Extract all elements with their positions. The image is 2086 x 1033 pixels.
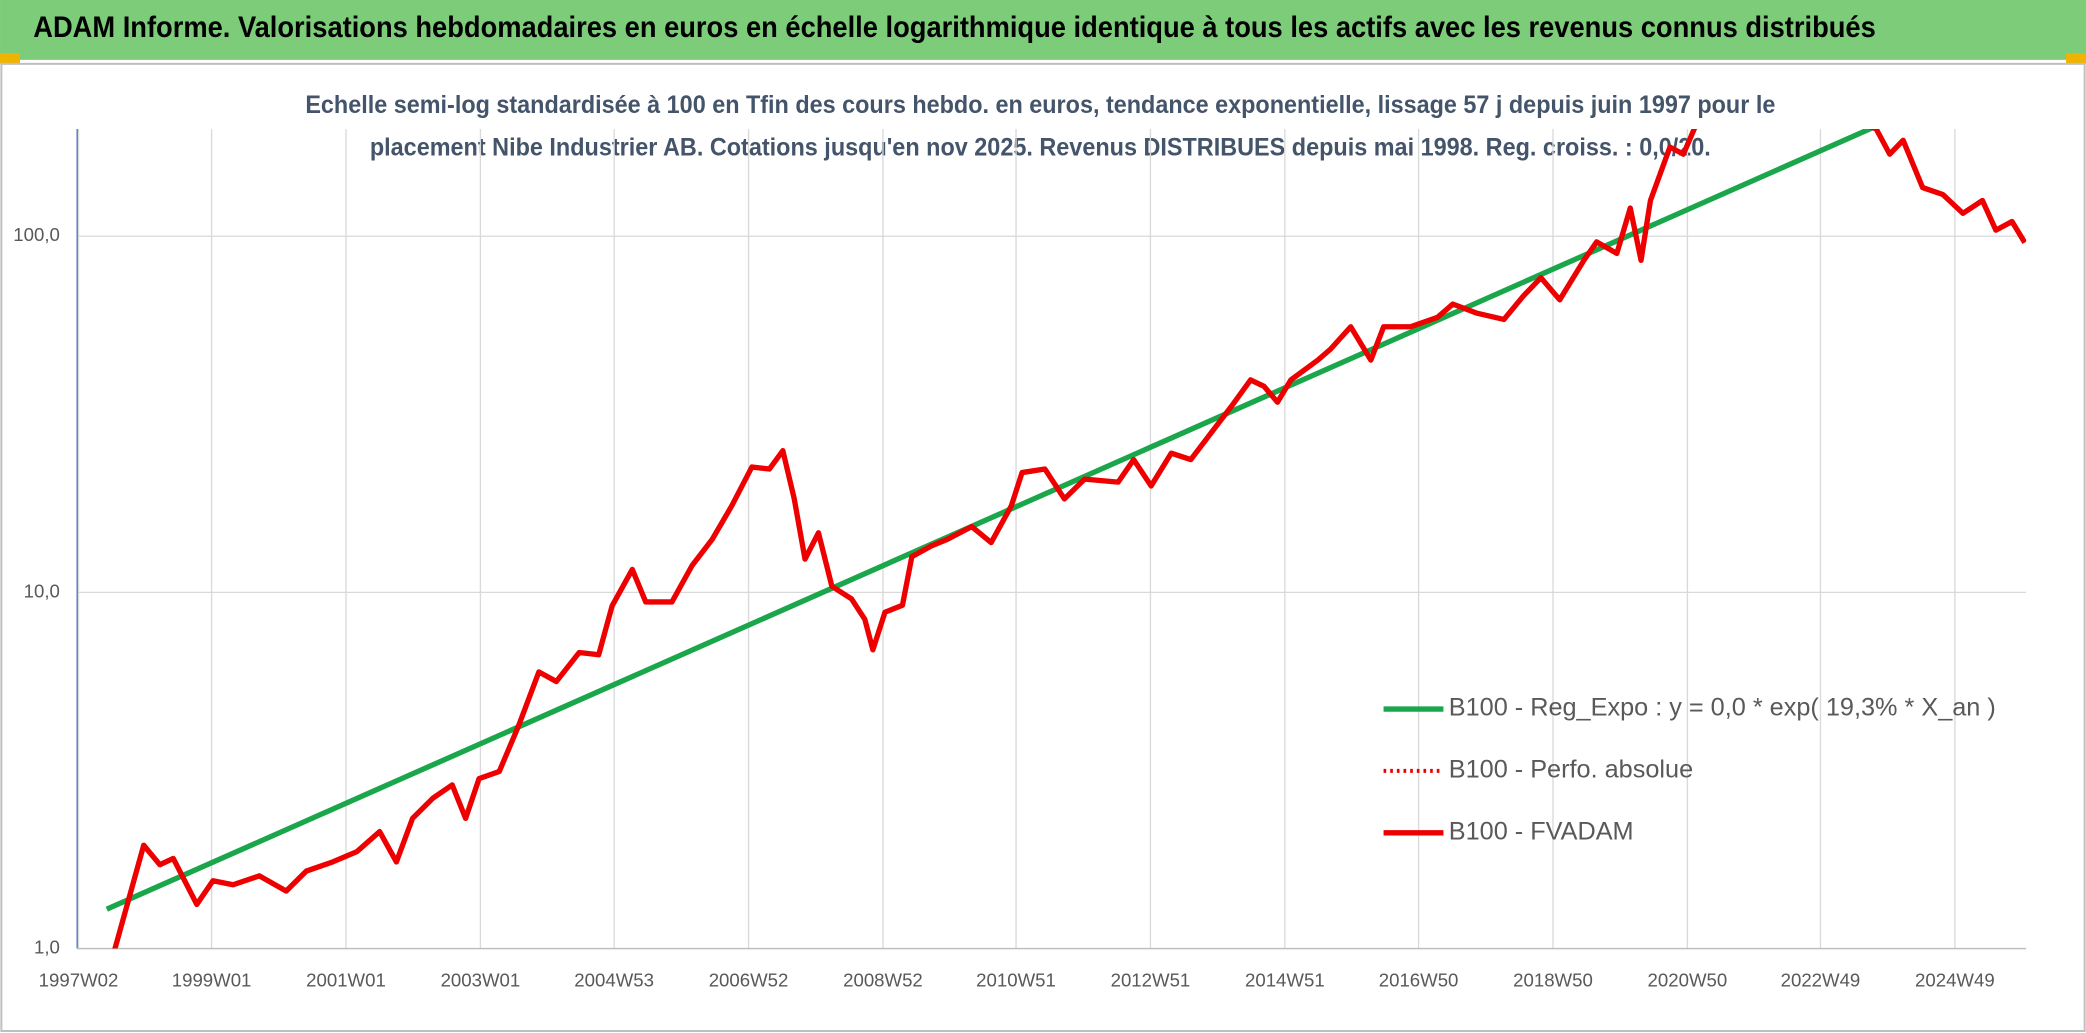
x-tick-label: 2014W51	[1245, 970, 1325, 991]
corner-marker	[0, 53, 20, 64]
x-tick-label: 1997W02	[39, 970, 119, 991]
x-tick-label: 2016W50	[1379, 970, 1459, 991]
x-tick-label: 2012W51	[1111, 970, 1191, 991]
legend-label: B100 - Perfo. absolue	[1449, 756, 1693, 784]
x-tick-label: 2018W50	[1513, 970, 1593, 991]
x-tick-label: 2010W51	[976, 970, 1056, 991]
y-tick-label: 1,0	[34, 936, 60, 957]
x-tick-label: 2003W01	[441, 970, 521, 991]
corner-marker	[2066, 53, 2086, 64]
legend-label: B100 - Reg_Expo : y = 0,0 * exp( 19,3% *…	[1449, 694, 1996, 722]
x-tick-label: 2001W01	[306, 970, 386, 991]
chart-subtitle: placement Nibe Industrier AB. Cotations …	[370, 134, 1711, 162]
x-tick-label: 2004W53	[574, 970, 654, 991]
x-tick-label: 2024W49	[1915, 970, 1995, 991]
x-tick-label: 2020W50	[1648, 970, 1728, 991]
chart-title: ADAM Informe. Valorisations hebdomadaire…	[33, 12, 1876, 44]
x-tick-label: 2008W52	[843, 970, 923, 991]
legend-label: B100 - FVADAM	[1449, 817, 1634, 845]
x-tick-label: 2006W52	[709, 970, 789, 991]
y-tick-label: 100,0	[13, 224, 60, 245]
series-line	[105, 129, 1877, 912]
x-tick-label: 1999W01	[172, 970, 252, 991]
series-line	[112, 129, 2027, 949]
chart-frame	[0, 62, 2086, 1033]
y-tick-label: 10,0	[24, 580, 60, 601]
chart-subtitle: Echelle semi-log standardisée à 100 en T…	[305, 91, 1775, 119]
plot-area	[105, 129, 2027, 949]
header-bar	[0, 0, 2086, 60]
x-tick-label: 2022W49	[1781, 970, 1861, 991]
